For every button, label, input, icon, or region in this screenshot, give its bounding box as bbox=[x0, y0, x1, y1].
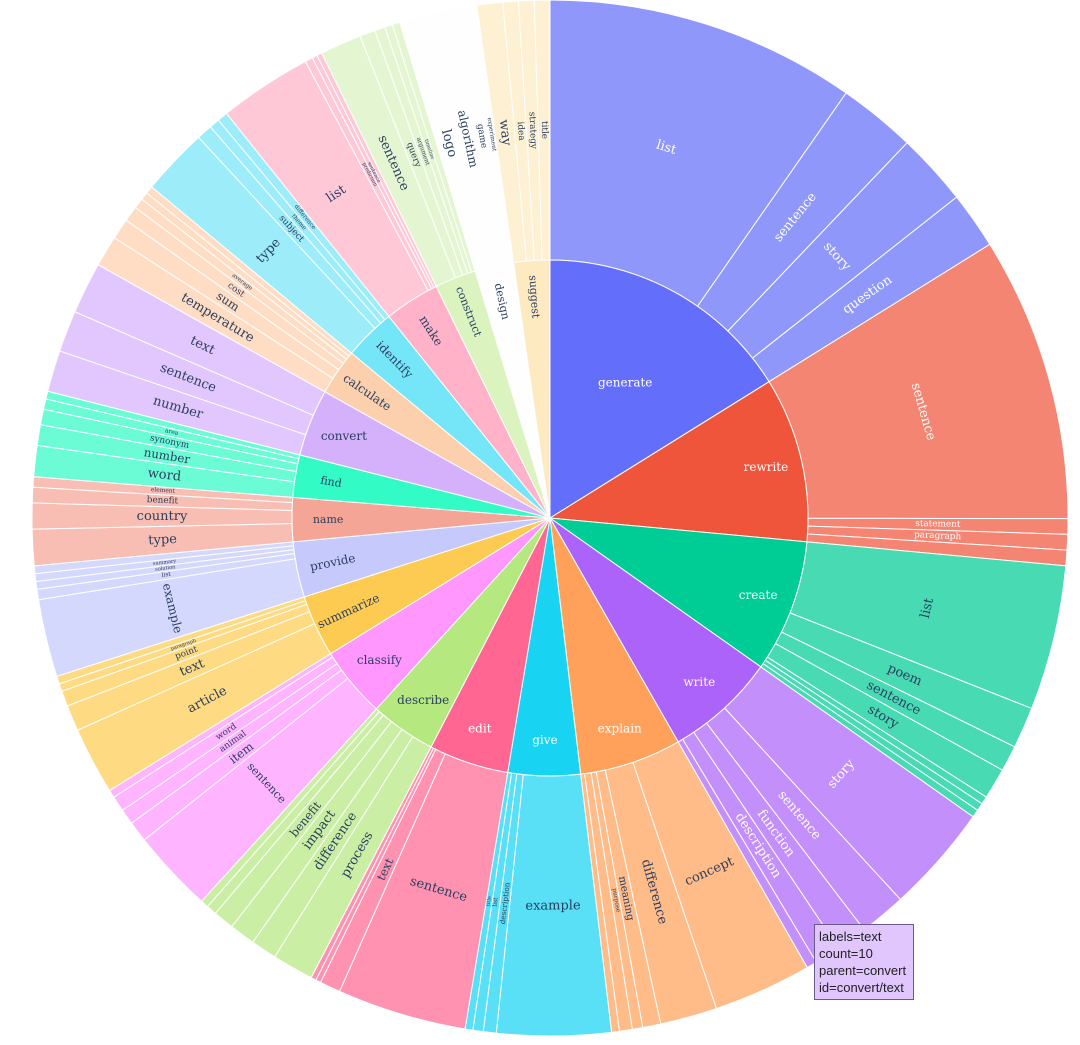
label-name-country: country bbox=[137, 509, 188, 524]
label-name: name bbox=[313, 513, 344, 526]
label-generate: generate bbox=[598, 376, 652, 390]
tooltip-count: count=10 bbox=[819, 946, 873, 961]
outer-ring bbox=[31, 0, 1069, 1037]
tooltip-id: id=convert/text bbox=[819, 980, 904, 995]
label-edit: edit bbox=[468, 722, 492, 736]
segment-write[interactable] bbox=[549, 517, 762, 743]
label-provide-solution: solution bbox=[155, 564, 177, 573]
label-convert: convert bbox=[321, 429, 367, 443]
segment-generate[interactable] bbox=[549, 259, 770, 519]
label-suggest-way: way bbox=[496, 119, 514, 147]
label-rewrite: rewrite bbox=[744, 460, 789, 474]
label-suggest-idea: idea bbox=[515, 121, 526, 141]
segment-create[interactable] bbox=[548, 517, 808, 668]
label-rewrite-statement: statement bbox=[915, 519, 961, 530]
label-give-example: example bbox=[525, 898, 581, 913]
label-give: give bbox=[532, 733, 557, 747]
label-find: find bbox=[319, 474, 342, 490]
label-generate-list: list bbox=[654, 138, 679, 159]
label-name-element: element bbox=[151, 487, 176, 495]
label-provide-summary: summary bbox=[153, 558, 177, 567]
label-classify: classify bbox=[357, 653, 402, 667]
tooltip-labels: labels=text bbox=[819, 929, 882, 944]
label-name-type: type bbox=[148, 532, 178, 549]
label-name-benefit: benefit bbox=[146, 495, 178, 506]
label-suggest-title: title bbox=[539, 121, 549, 139]
label-provide-list: list bbox=[161, 572, 172, 579]
label-rewrite-paragraph: paragraph bbox=[914, 530, 962, 542]
label-design-experiment: experiment bbox=[486, 117, 497, 152]
label-explain: explain bbox=[598, 722, 642, 736]
segment-suggest[interactable] bbox=[512, 259, 551, 519]
label-design-game: game bbox=[474, 123, 488, 149]
label-suggest: suggest bbox=[526, 275, 542, 320]
label-give-title: title bbox=[486, 896, 494, 907]
segment-rewrite[interactable] bbox=[548, 381, 809, 543]
label-find-area: area bbox=[164, 428, 179, 437]
label-describe: describe bbox=[397, 693, 449, 707]
inner-ring bbox=[291, 259, 809, 777]
label-create-list: list bbox=[918, 596, 937, 620]
label-suggest-strategy: strategy bbox=[526, 112, 538, 150]
label-find-word: word bbox=[147, 466, 182, 485]
label-explain-purpose: purpose bbox=[611, 888, 621, 913]
label-design-logo: logo bbox=[438, 128, 460, 159]
tooltip-parent: parent=convert bbox=[819, 963, 907, 978]
label-create: create bbox=[739, 588, 778, 602]
hover-tooltip: labels=text count=10 parent=convert id=c… bbox=[814, 924, 914, 1000]
label-give-list: list bbox=[492, 897, 499, 908]
label-write: write bbox=[683, 675, 715, 689]
